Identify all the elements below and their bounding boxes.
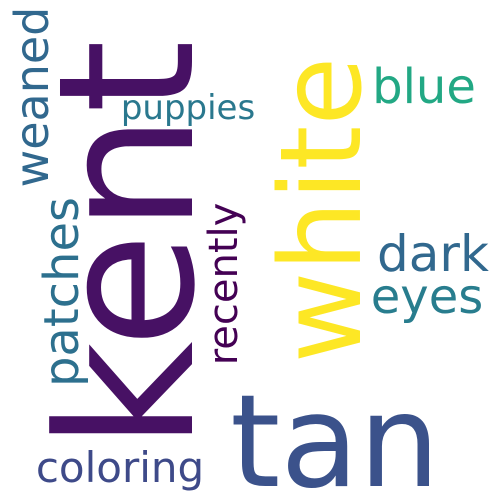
word-patches: patches: [34, 196, 90, 388]
word-white: white: [257, 56, 387, 364]
word-dark: dark: [377, 225, 489, 283]
word-eyes: eyes: [370, 269, 484, 325]
word-blue: blue: [372, 59, 476, 115]
word-recently: recently: [201, 202, 247, 366]
word-puppies: puppies: [120, 88, 256, 128]
word-coloring: coloring: [35, 443, 205, 492]
word-weaned: weaned: [5, 6, 59, 188]
word-tan: tan: [230, 368, 440, 500]
